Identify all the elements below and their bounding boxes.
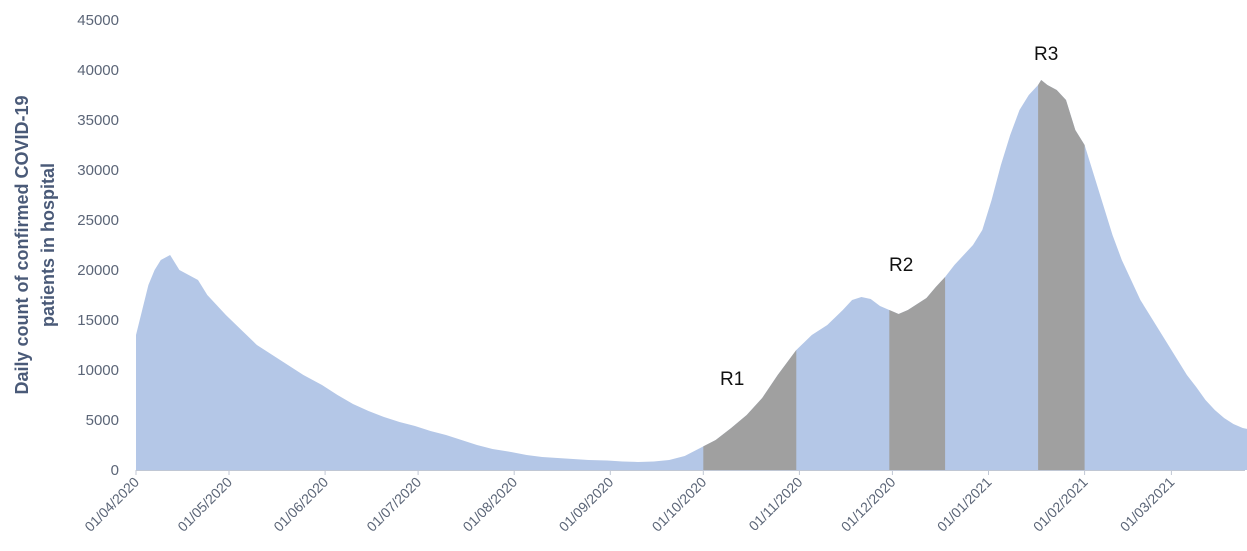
region-r1-band — [703, 350, 797, 470]
y-tick-label: 30000 — [77, 162, 119, 179]
region-r3-band — [1038, 80, 1085, 470]
x-tick-label: 01/04/2020 — [81, 474, 142, 535]
x-tick-label: 01/01/2021 — [934, 474, 995, 535]
x-tick-label: 01/10/2020 — [649, 474, 710, 535]
y-tick-label: 10000 — [77, 362, 119, 379]
x-tick-label: 01/12/2020 — [838, 474, 899, 535]
x-tick-label: 01/05/2020 — [174, 474, 235, 535]
y-axis-title: Daily count of confirmed COVID-19 patien… — [12, 95, 58, 394]
hospital-count-area — [136, 80, 1247, 470]
x-tick-label: 01/06/2020 — [270, 474, 331, 535]
plot-area — [136, 80, 1247, 470]
region-r2-band — [889, 277, 946, 470]
region-label-r1: R1 — [720, 369, 744, 390]
x-tick-label: 01/09/2020 — [556, 474, 617, 535]
y-tick-label: 15000 — [77, 312, 119, 329]
x-tick-label: 01/03/2021 — [1117, 474, 1178, 535]
y-tick-label: 45000 — [77, 12, 119, 29]
y-tick-label: 35000 — [77, 112, 119, 129]
y-tick-label: 40000 — [77, 62, 119, 79]
x-tick-label: 01/11/2020 — [745, 474, 805, 534]
y-tick-label: 5000 — [86, 412, 119, 429]
region-labels: R1 R2 R3 — [720, 44, 1058, 390]
x-tick-label: 01/02/2021 — [1030, 474, 1091, 535]
y-axis-title-line-2: patients in hospital — [38, 163, 58, 327]
x-tick-label: 01/08/2020 — [459, 474, 520, 535]
region-label-r2: R2 — [889, 255, 913, 276]
y-tick-label: 25000 — [77, 212, 119, 229]
x-tick-label: 01/07/2020 — [363, 474, 424, 535]
x-axis: 01/04/2020 01/05/2020 01/06/2020 01/07/2020… — [81, 470, 1245, 535]
y-axis: 0 5000 10000 15000 20000 25000 30000 35000 40000… — [77, 12, 119, 479]
region-label-r3: R3 — [1034, 44, 1058, 65]
y-axis-title-line-1: Daily count of confirmed COVID-19 — [12, 95, 32, 394]
y-tick-label: 0 — [111, 462, 119, 479]
y-tick-label: 20000 — [77, 262, 119, 279]
